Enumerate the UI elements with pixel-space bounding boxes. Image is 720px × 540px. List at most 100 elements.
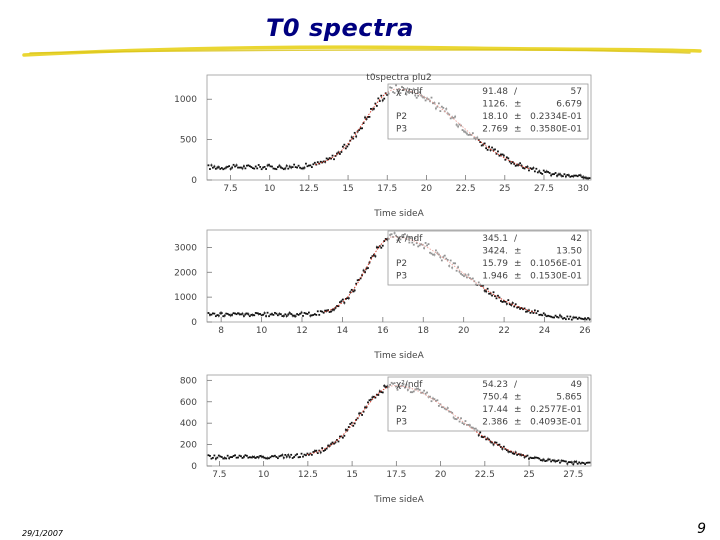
- data-point: [557, 316, 560, 319]
- data-point: [308, 311, 310, 314]
- data-point: [312, 163, 315, 166]
- data-point: [556, 315, 558, 318]
- data-point: [510, 450, 513, 453]
- data-point: [367, 116, 369, 118]
- y-tick-label: 1000: [174, 95, 197, 105]
- data-point: [220, 456, 223, 458]
- data-point: [303, 453, 306, 456]
- stats-box-frame: [387, 230, 589, 286]
- data-point: [316, 161, 319, 164]
- data-point: [522, 167, 524, 169]
- data-point: [212, 312, 214, 315]
- data-point: [240, 455, 242, 458]
- data-point: [539, 313, 542, 316]
- data-point: [276, 166, 279, 168]
- stats-cell: 57: [571, 87, 582, 97]
- data-point: [386, 94, 389, 96]
- stats-cell: 1.946: [482, 272, 508, 282]
- data-point: [507, 157, 510, 160]
- data-point: [525, 455, 527, 458]
- data-point: [272, 455, 275, 458]
- data-point: [266, 311, 269, 314]
- data-point: [383, 97, 386, 100]
- data-point: [573, 174, 576, 177]
- data-point: [207, 312, 210, 314]
- data-point: [213, 312, 216, 315]
- data-point: [567, 318, 570, 320]
- stats-cell: /: [514, 234, 518, 244]
- data-point: [550, 460, 553, 463]
- x-tick-label: 12: [296, 326, 307, 336]
- data-point: [482, 436, 485, 439]
- data-point: [234, 454, 236, 457]
- y-tick-label: 400: [180, 419, 197, 429]
- chart-title: t0spectra plu2: [366, 73, 431, 83]
- data-point: [207, 164, 210, 167]
- data-point: [551, 173, 554, 176]
- data-point: [222, 168, 225, 171]
- stats-cell: 17.44: [482, 405, 508, 415]
- data-point: [479, 141, 482, 143]
- data-point: [209, 168, 211, 170]
- data-point: [350, 288, 353, 291]
- y-tick-label: 0: [191, 176, 197, 186]
- data-point: [213, 454, 216, 457]
- data-point: [370, 398, 372, 401]
- data-point: [563, 460, 566, 463]
- data-point: [579, 317, 582, 320]
- data-point: [575, 316, 578, 319]
- data-point: [539, 172, 542, 174]
- stats-cell: 5.865: [556, 393, 582, 403]
- data-point: [293, 456, 296, 458]
- stats-cell: 49: [571, 380, 583, 390]
- data-point: [240, 313, 242, 316]
- x-tick-label: 18: [418, 326, 430, 336]
- x-tick-label: 10: [256, 326, 268, 336]
- stats-cell: ±: [514, 112, 522, 122]
- data-point: [253, 314, 256, 317]
- data-point: [216, 456, 219, 459]
- data-point: [381, 244, 384, 247]
- data-point: [212, 166, 214, 169]
- data-point: [294, 454, 297, 457]
- data-point: [263, 165, 266, 168]
- stats-cell: 15.79: [482, 259, 508, 269]
- x-tick-label: 15: [346, 470, 357, 480]
- page-number: 9: [697, 521, 706, 537]
- data-point: [259, 455, 262, 457]
- data-point: [533, 309, 536, 312]
- data-point: [238, 166, 241, 169]
- stats-cell: 0.4093E-01: [530, 418, 582, 428]
- data-point: [296, 453, 298, 456]
- data-point: [271, 165, 273, 168]
- data-point: [559, 461, 561, 464]
- data-point: [303, 312, 306, 314]
- y-tick-label: 2000: [174, 268, 197, 278]
- data-point: [287, 167, 290, 170]
- stats-cell: P2: [396, 405, 407, 415]
- data-point: [339, 153, 341, 155]
- data-point: [576, 317, 579, 320]
- stats-cell: ±: [514, 418, 522, 428]
- data-point: [337, 305, 340, 308]
- data-point: [302, 455, 304, 458]
- data-point: [575, 174, 578, 177]
- data-point: [254, 312, 257, 314]
- data-point: [578, 174, 581, 177]
- data-point: [339, 301, 341, 304]
- data-point: [483, 435, 486, 438]
- stats-cell: 91.48: [482, 87, 508, 97]
- data-point: [510, 162, 513, 165]
- data-point: [485, 438, 488, 441]
- x-tick-label: 14: [337, 326, 349, 336]
- x-tick-label: 20: [458, 326, 470, 336]
- data-point: [328, 311, 331, 313]
- data-point: [269, 165, 272, 168]
- stats-box: χ²/ndf 54.23 / 49 750.4 ±5.865 P2 17.44 ±0.2577E…: [387, 376, 589, 432]
- data-point: [548, 172, 551, 174]
- data-point: [237, 166, 239, 169]
- data-point: [250, 456, 253, 459]
- chart-panel-3: 0 200 400 600 800 7.5 10 12.5 15 17.5 20 22.5 25 27.5…: [180, 374, 592, 505]
- stats-cell: /: [514, 380, 518, 390]
- data-point: [282, 168, 285, 171]
